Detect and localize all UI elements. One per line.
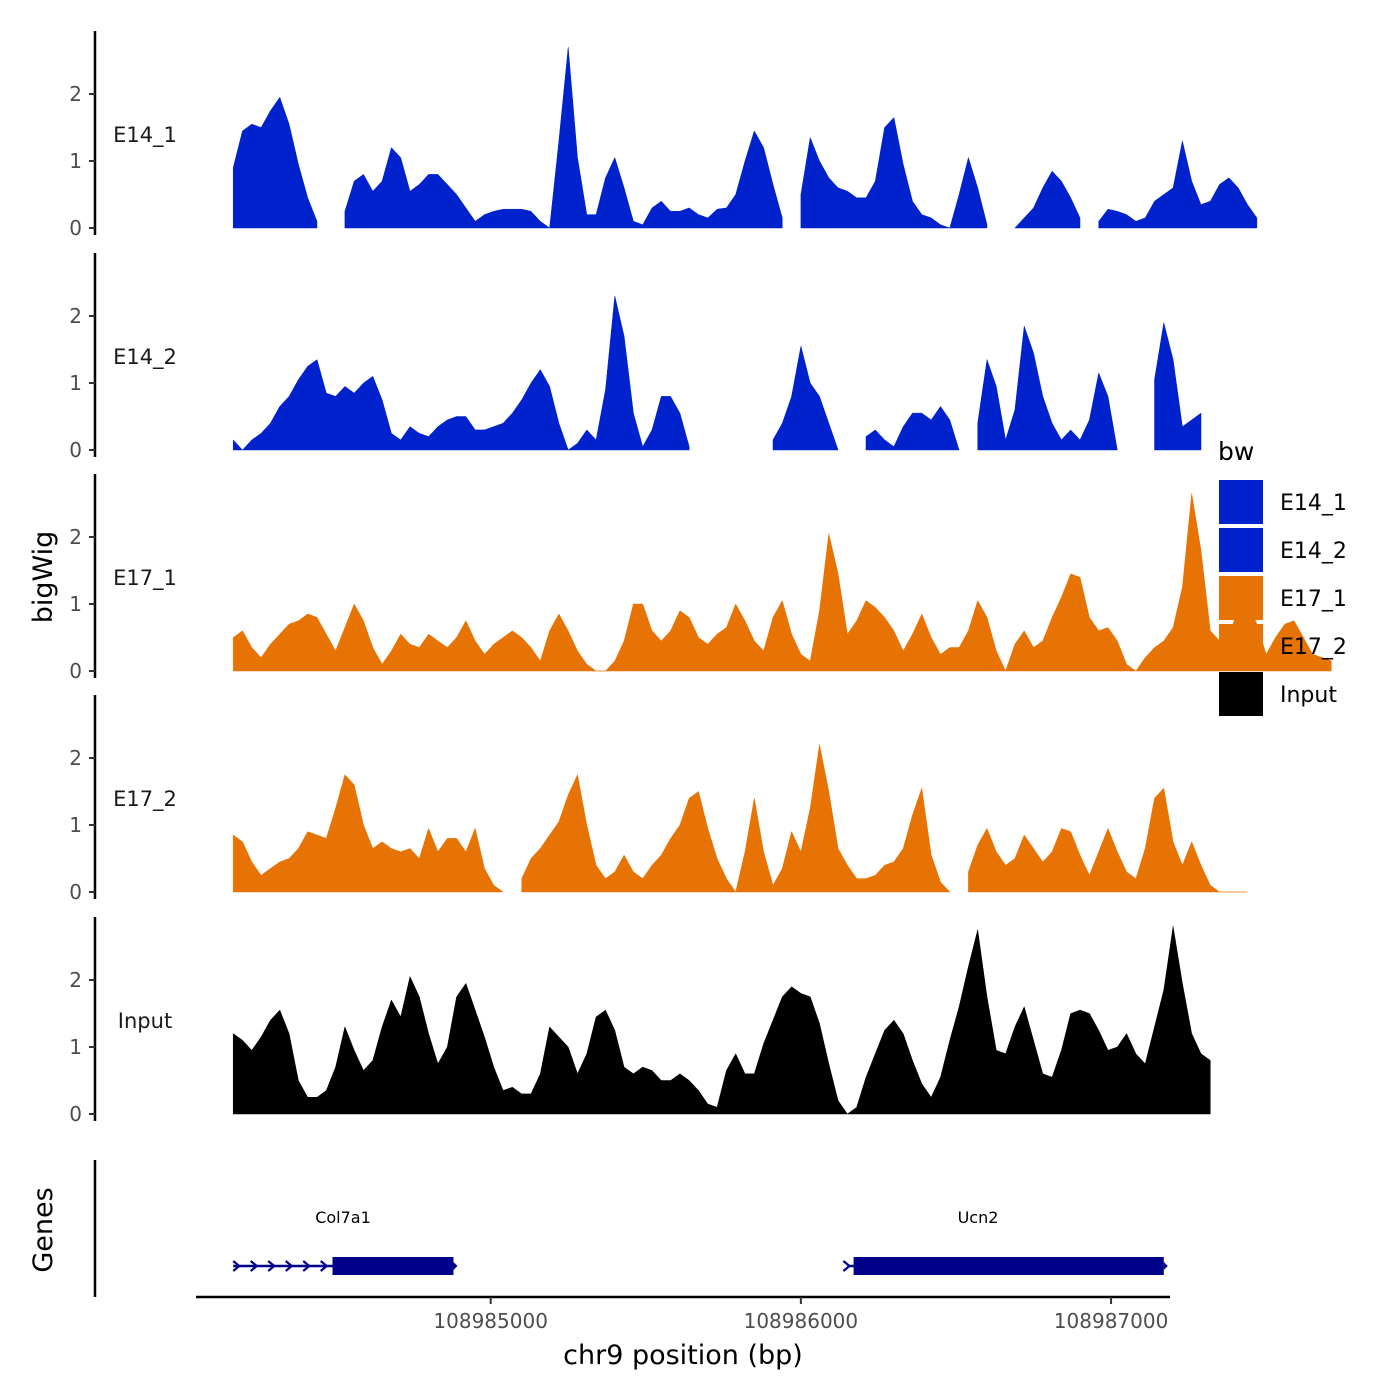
x-tick-label: 108985000 [433, 1309, 548, 1333]
y-tick-label: 1 [69, 371, 82, 395]
legend-label-input: Input [1280, 683, 1337, 708]
y-tick-label: 1 [69, 592, 82, 616]
genes-axis-title: Genes [28, 1187, 59, 1272]
legend-swatch-e14-2 [1219, 528, 1263, 572]
y-tick-label: 1 [69, 813, 82, 837]
signal-area-e14-1 [1014, 170, 1081, 229]
legend-swatch-input [1219, 672, 1263, 716]
y-axis-title: bigWig [28, 531, 59, 624]
track-input: 0 1 2 Input [69, 917, 1211, 1126]
y-tick-label: 2 [69, 746, 82, 770]
signal-area-e17-1 [232, 493, 1332, 672]
gene-label-col7a1: Col7a1 [315, 1208, 371, 1227]
gene-col7a1: Col7a1 [232, 1208, 458, 1275]
signal-area-input [232, 926, 1211, 1115]
gene-ucn2: Ucn2 [842, 1208, 1168, 1275]
strand-arrow-icon [232, 1260, 241, 1272]
gene-label-ucn2: Ucn2 [958, 1208, 999, 1227]
strand-arrow-icon [267, 1260, 276, 1272]
y-tick-label: 0 [69, 216, 82, 240]
signal-area-e14-1 [800, 117, 988, 229]
gene-exon [853, 1257, 1164, 1275]
legend-swatch-e17-2 [1219, 624, 1263, 668]
y-tick-label: 2 [69, 968, 82, 992]
legend-label-e17-2: E17_2 [1280, 635, 1347, 660]
x-axis: 108985000 108986000 108987000 [196, 1295, 1170, 1333]
y-tick-label: 0 [69, 1102, 82, 1126]
y-tick-label: 2 [69, 304, 82, 328]
track-e17-2: 0 1 2 E17_2 [69, 695, 1248, 904]
y-tick-label: 1 [69, 149, 82, 173]
track-label-e14-2: E14_2 [113, 345, 177, 370]
signal-area-e17-2 [232, 774, 504, 893]
strand-arrow-icon [302, 1260, 311, 1272]
signal-area-e14-1 [232, 97, 318, 229]
track-e14-2: 0 1 2 E14_2 [69, 253, 1202, 462]
legend-label-e14-1: E14_1 [1280, 491, 1347, 516]
legend-label-e17-1: E17_1 [1280, 587, 1347, 612]
strand-arrow-icon [250, 1260, 259, 1272]
y-tick-label: 0 [69, 659, 82, 683]
genes-track: Col7a1 Ucn2 [93, 1160, 1168, 1297]
y-tick-label: 2 [69, 525, 82, 549]
track-e14-1: 0 1 2 E14_1 [69, 31, 1258, 240]
strand-arrow-icon [320, 1260, 329, 1272]
track-label-e17-2: E17_2 [113, 787, 177, 812]
signal-area-e17-2 [968, 787, 1248, 893]
track-e17-1: 0 1 2 E17_1 [69, 474, 1332, 683]
track-label-e17-1: E17_1 [113, 566, 177, 591]
y-tick-label: 0 [69, 438, 82, 462]
strand-arrow-icon [285, 1260, 294, 1272]
y-tick-label: 0 [69, 880, 82, 904]
x-axis-title: chr9 position (bp) [563, 1340, 803, 1371]
legend-swatch-e14-1 [1219, 480, 1263, 524]
signal-area-e14-1 [344, 46, 783, 229]
signal-area-e14-2 [772, 345, 839, 451]
x-tick-label: 108986000 [744, 1309, 859, 1333]
legend-title: bw [1218, 437, 1254, 466]
strand-arrow-icon [842, 1260, 852, 1272]
gene-end-arrow-icon [1163, 1262, 1168, 1270]
signal-area-e14-2 [232, 295, 690, 451]
y-tick-label: 2 [69, 82, 82, 106]
legend: E14_1 E14_2 E17_1 E17_2 Input [1219, 480, 1347, 716]
legend-label-e14-2: E14_2 [1280, 539, 1347, 564]
signal-area-e14-2 [977, 325, 1118, 451]
signal-area-e14-2 [865, 406, 960, 451]
legend-swatch-e17-1 [1219, 576, 1263, 620]
signal-area-e14-1 [1098, 140, 1258, 229]
track-label-e14-1: E14_1 [113, 123, 177, 148]
y-tick-label: 1 [69, 1035, 82, 1059]
signal-tracks: 0 1 2 E14_1 0 1 2 E14_2 0 1 2 E17_1 0 1 2 E17_2 0 1 2 Input [69, 31, 1332, 1126]
gene-exon [332, 1257, 454, 1275]
x-tick-label: 108987000 [1054, 1309, 1169, 1333]
signal-area-e17-2 [521, 744, 951, 893]
track-label-input: Input [118, 1009, 172, 1033]
gene-end-arrow-icon [453, 1262, 458, 1270]
signal-area-e14-2 [1154, 322, 1202, 451]
